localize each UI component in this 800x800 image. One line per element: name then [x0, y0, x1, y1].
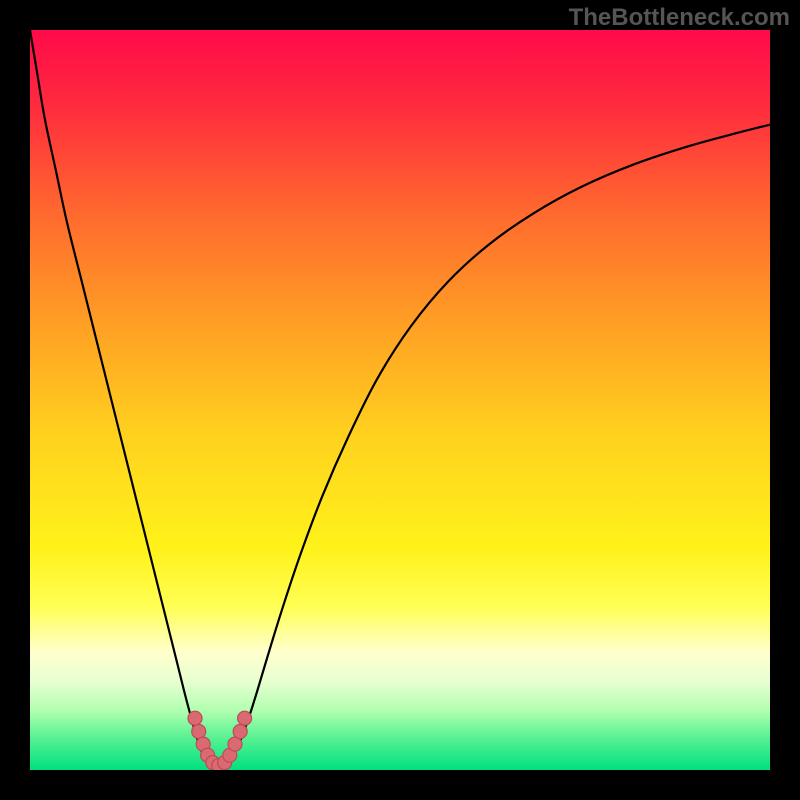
- valley-marker: [192, 725, 206, 739]
- valley-marker: [188, 711, 202, 725]
- valley-marker-group: [188, 711, 252, 770]
- plot-area: [30, 30, 770, 770]
- curve-layer: [30, 30, 770, 770]
- curve-left: [30, 30, 219, 770]
- valley-marker: [233, 725, 247, 739]
- frame-left: [0, 0, 30, 800]
- curve-right: [219, 125, 770, 770]
- valley-marker: [238, 711, 252, 725]
- watermark-text: TheBottleneck.com: [569, 4, 790, 32]
- chart-container: TheBottleneck.com: [0, 0, 800, 800]
- frame-bottom: [0, 770, 800, 800]
- frame-right: [770, 0, 800, 800]
- valley-marker: [228, 737, 242, 751]
